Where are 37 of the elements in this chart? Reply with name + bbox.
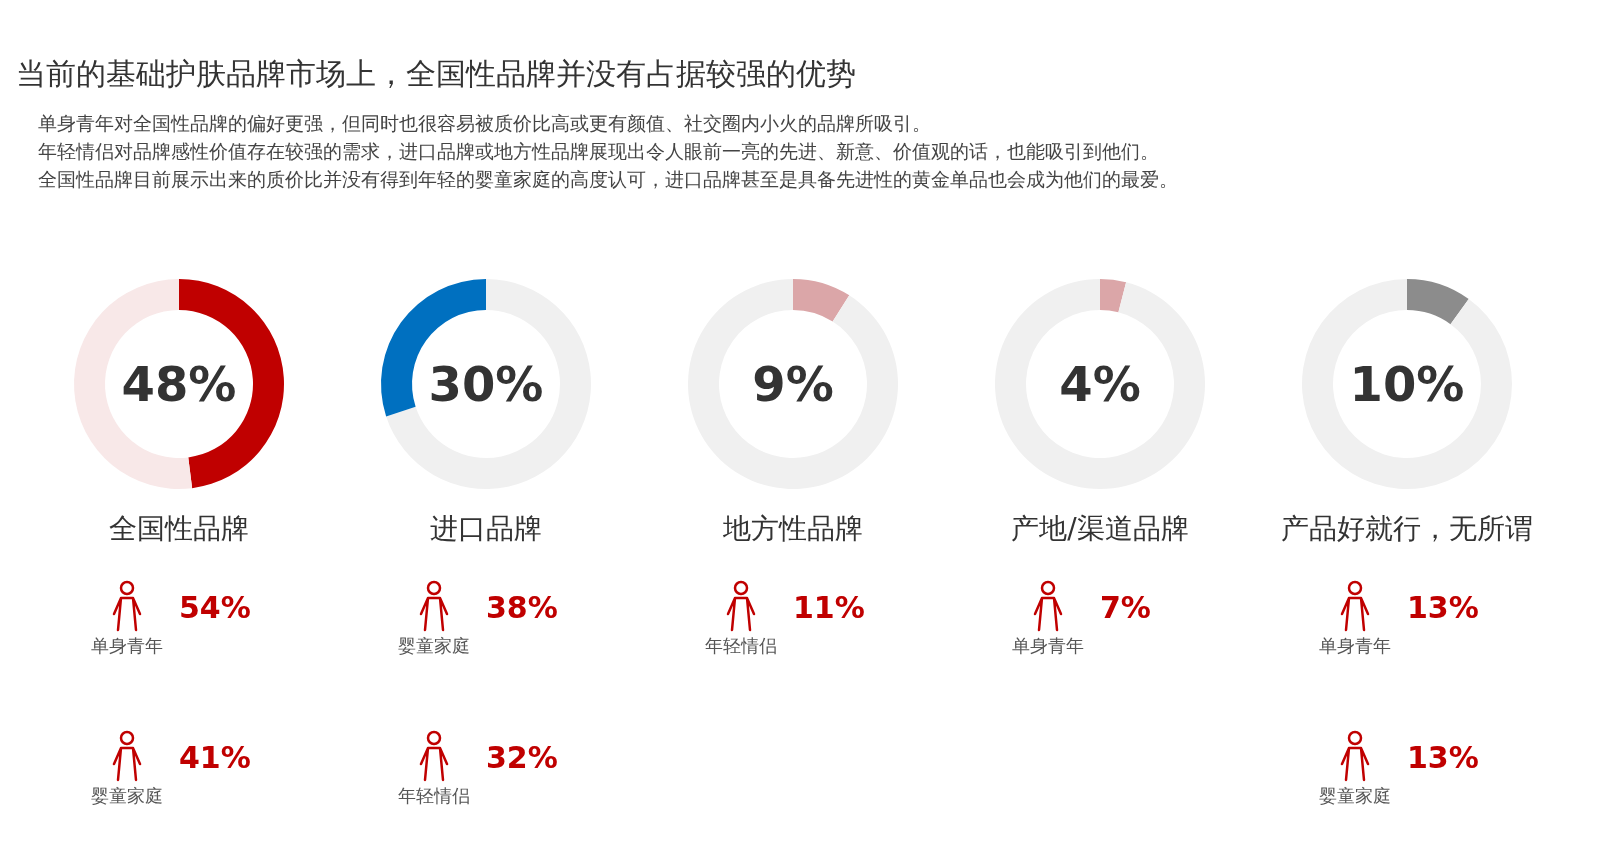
text: 7% [1100,590,1151,625]
donut-slice [386,279,591,489]
text: 单身青年对全国性品牌的偏好更强，但同时也很容易被质价比高或更有颜值、社交圈内小火的品牌所吸引。 [38,112,931,134]
text: 年轻情侣对品牌感性价值存在较强的需求，进口品牌或地方性品牌展现出令人眼前一亮的先进、新意、价值观的话，也能吸引到他们。 [38,140,1159,162]
text: 38% [486,590,558,625]
data-label: 10% [1349,355,1465,412]
text: 婴童家庭 [91,785,163,806]
text: 13% [1407,740,1479,775]
data-label: 9% [752,355,834,412]
text: 单身青年 [1012,635,1084,656]
text: 全国性品牌目前展示出来的质价比并没有得到年轻的婴童家庭的高度认可，进口品牌甚至是具备先进性的黄金单品也会成为他们的最爱。 [38,168,1178,190]
data-label: 30% [428,355,544,412]
donut-slice [1302,279,1512,489]
text: 单身青年 [1319,635,1391,656]
text: 32% [486,740,558,775]
text: 产地/渠道品牌 [1011,512,1189,545]
text: 年轻情侣 [705,635,777,656]
donut-slice [1407,279,1469,325]
data-label: 48% [121,355,237,412]
text: 全国性品牌 [109,512,249,545]
text: 婴童家庭 [1319,785,1391,806]
text: 13% [1407,590,1479,625]
text: 11% [793,590,865,625]
data-label: 4% [1059,355,1141,412]
text: 年轻情侣 [398,785,470,806]
text: 54% [179,590,251,625]
text: 单身青年 [91,635,163,656]
text: 当前的基础护肤品牌市场上，全国性品牌并没有占据较强的优势 [16,56,856,91]
text: 地方性品牌 [722,512,863,545]
text: 进口品牌 [430,512,542,545]
text: 产品好就行，无所谓 [1281,512,1533,545]
donut-slice [793,279,850,322]
text: 婴童家庭 [398,635,470,656]
donut-slice [995,279,1205,489]
text: 41% [179,740,251,775]
donut-slice [1100,279,1127,313]
donut-slice [688,279,898,489]
